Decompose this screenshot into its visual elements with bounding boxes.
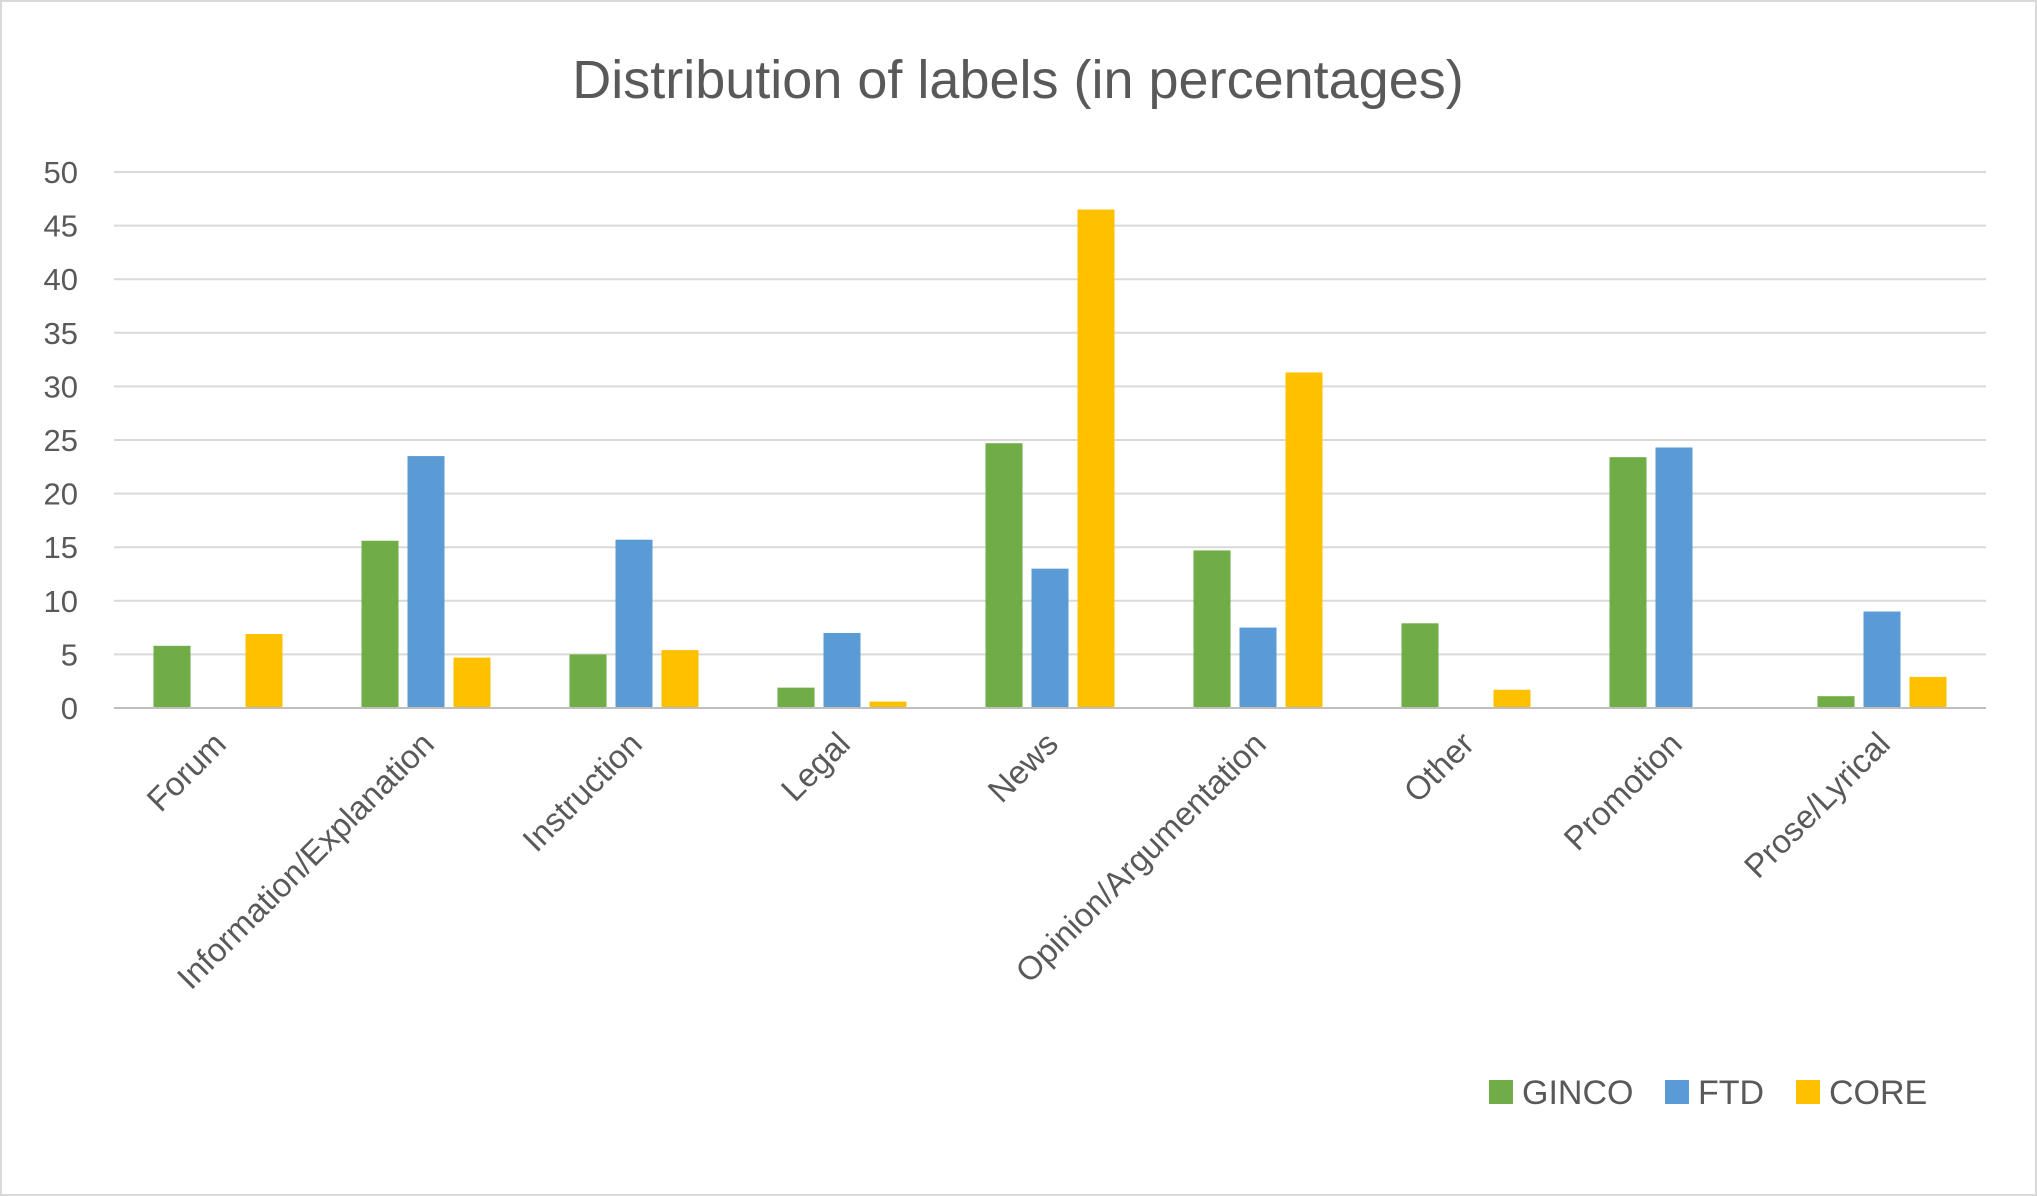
bar-ginco-8 [1817,696,1855,708]
bar-core-4 [1077,209,1115,708]
bar-ftd-2 [615,539,653,708]
y-tick-label: 15 [44,530,78,565]
x-tick-label: Legal [774,725,857,808]
y-tick-label: 30 [44,369,78,404]
bar-ftd-8 [1863,611,1901,708]
legend-label-ginco: GINCO [1522,1074,1633,1112]
bar-ginco-0 [153,645,191,708]
bar-ftd-5 [1239,627,1277,708]
legend: GINCO FTD CORE [1489,1074,1927,1112]
bar-ginco-6 [1401,623,1439,708]
x-tick-label: Forum [139,725,233,819]
bar-core-1 [453,657,491,708]
y-tick-label: 25 [44,423,78,458]
bar-core-5 [1285,372,1323,708]
x-tick-label: News [980,725,1065,810]
y-tick-label: 5 [61,637,78,672]
y-tick-label: 20 [44,477,78,512]
y-tick-label: 0 [61,691,78,726]
bar-ftd-4 [1031,568,1069,708]
legend-swatch-ginco [1489,1080,1513,1104]
bar-ginco-4 [985,443,1023,708]
legend-swatch-ftd [1665,1080,1689,1104]
bar-ginco-3 [777,687,815,708]
bar-core-8 [1909,676,1947,708]
bar-core-6 [1493,689,1531,708]
y-tick-label: 50 [44,155,78,190]
y-tick-label: 35 [44,316,78,351]
y-axis-ticks: 0 5 10 15 20 25 30 35 40 45 50 [44,155,78,726]
bar-core-3 [869,701,907,708]
y-tick-label: 40 [44,262,78,297]
x-tick-label: Instruction [515,725,649,859]
bar-ftd-1 [407,456,445,708]
bar-ginco-5 [1193,550,1231,708]
bar-ginco-1 [361,540,399,708]
legend-label-ftd: FTD [1698,1074,1764,1112]
bar-ginco-7 [1609,457,1647,708]
bar-core-0 [245,634,283,708]
x-tick-label: Other [1396,725,1481,810]
chart-title: Distribution of labels (in percentages) [572,50,1463,110]
legend-swatch-core [1796,1080,1820,1104]
bar-ftd-7 [1655,447,1693,708]
bars [153,209,1947,708]
legend-label-core: CORE [1829,1074,1927,1112]
y-tick-label: 10 [44,584,78,619]
bar-ginco-2 [569,654,607,708]
x-tick-label: Promotion [1556,725,1689,858]
y-tick-label: 45 [44,209,78,244]
bar-core-2 [661,650,699,708]
x-tick-label: Prose/Lyrical [1737,725,1897,885]
bar-ftd-3 [823,632,861,708]
